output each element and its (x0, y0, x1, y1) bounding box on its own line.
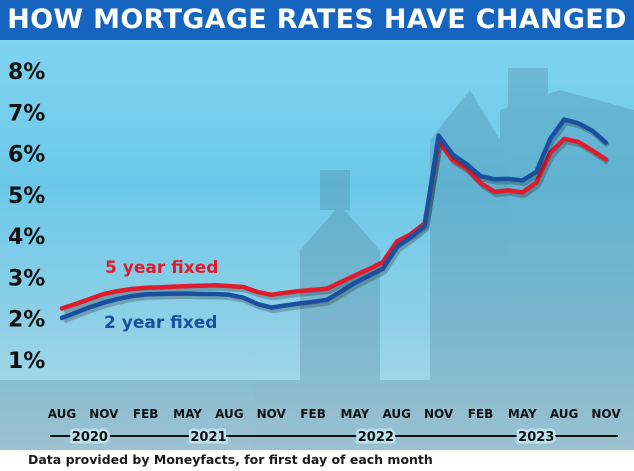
y-tick-label: 1% (8, 349, 45, 374)
x-tick-label: NOV (257, 407, 287, 421)
series-line-2-year-fixed (59, 117, 609, 321)
source-note: Data provided by Moneyfacts, for first d… (28, 452, 433, 467)
x-tick-label: NOV (89, 407, 119, 421)
series-shadow (63, 139, 610, 314)
x-tick-label: AUG (550, 407, 579, 421)
y-tick-label: 2% (8, 308, 45, 333)
x-tick-label: MAY (341, 407, 370, 421)
y-tick-label: 7% (8, 101, 45, 126)
series-shadow (63, 120, 610, 324)
series-label-5-year-fixed: 5 year fixed (105, 258, 218, 278)
x-tick-label: AUG (383, 407, 412, 421)
x-tick-label: NOV (591, 407, 621, 421)
year-label: 2023 (518, 430, 554, 445)
background-houses-decoration (0, 68, 634, 450)
x-tick-label: FEB (468, 407, 494, 421)
y-tick-label: 3% (8, 266, 45, 291)
x-tick-label: MAY (173, 407, 202, 421)
series-line-5-year-fixed (59, 136, 609, 311)
y-tick-label: 6% (8, 143, 45, 168)
x-tick-label: MAY (508, 407, 537, 421)
chart-title: HOW MORTGAGE RATES HAVE CHANGED (0, 0, 634, 40)
year-label: 2020 (72, 430, 108, 445)
series-label-2-year-fixed: 2 year fixed (104, 313, 217, 333)
year-label: 2021 (190, 430, 226, 445)
plot-background (0, 40, 634, 450)
x-tick-label: AUG (215, 407, 244, 421)
x-tick-label: FEB (133, 407, 159, 421)
y-tick-label: 4% (8, 225, 45, 250)
x-tick-label: FEB (300, 407, 326, 421)
x-tick-label: AUG (48, 407, 77, 421)
y-tick-label: 5% (8, 184, 45, 209)
y-tick-label: 8% (8, 60, 45, 85)
x-tick-label: NOV (424, 407, 454, 421)
year-label: 2022 (358, 430, 394, 445)
